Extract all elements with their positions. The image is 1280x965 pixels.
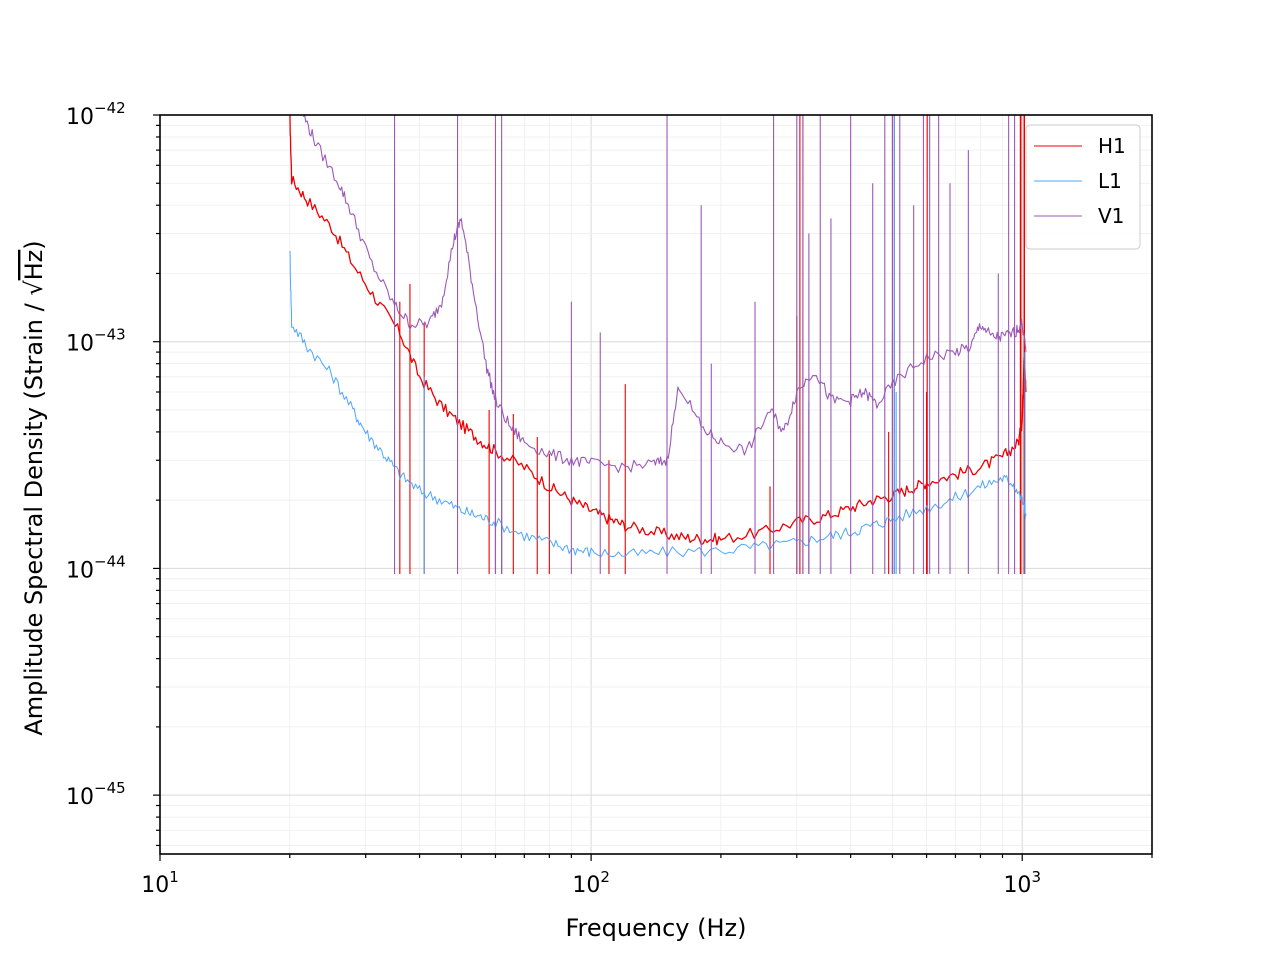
legend: H1 L1 V1 xyxy=(1025,124,1141,250)
x-tick-labels: 101 102 103 xyxy=(141,868,1041,898)
y-axis-title-suffix: ) xyxy=(20,240,48,249)
series-lines xyxy=(289,115,1027,574)
y-tick-exponent: −45 xyxy=(94,779,126,797)
y-tick-exponent: −44 xyxy=(94,552,126,570)
x-tick-exponent: 1 xyxy=(169,868,179,886)
y-tick-base: 10 xyxy=(66,105,94,130)
y-tick-exponent: −42 xyxy=(94,99,126,117)
x-tick-label: 102 xyxy=(572,868,610,898)
series-v1 xyxy=(302,115,1027,574)
series-l1-curve xyxy=(289,250,1027,558)
x-axis-title: Frequency (Hz) xyxy=(566,914,747,942)
x-tick-exponent: 2 xyxy=(600,868,610,886)
legend-label-v1: V1 xyxy=(1098,204,1124,228)
y-tick-base: 10 xyxy=(66,332,94,357)
y-tick-base: 10 xyxy=(66,785,94,810)
plot-frame xyxy=(159,114,1153,855)
x-tick-base: 10 xyxy=(572,873,600,898)
x-tick-base: 10 xyxy=(141,873,169,898)
y-tick-exponent: −43 xyxy=(94,326,126,344)
y-tick-label: 10−42 xyxy=(66,99,126,130)
x-tick-label: 101 xyxy=(141,868,179,898)
legend-box xyxy=(1025,124,1141,250)
x-tick-label: 103 xyxy=(1003,868,1041,898)
y-axis-title: Amplitude Spectral Density (Strain / √Hz… xyxy=(20,240,48,735)
x-tick-base: 10 xyxy=(1003,873,1031,898)
y-axis-title-unit: Hz xyxy=(20,250,48,281)
legend-label-h1: H1 xyxy=(1098,134,1126,158)
series-v1-curve xyxy=(302,115,1027,473)
y-tick-label: 10−45 xyxy=(66,779,126,810)
y-axis-sqrt-symbol: √ xyxy=(20,280,48,296)
tick-marks xyxy=(153,114,1153,861)
y-tick-label: 10−44 xyxy=(66,552,126,583)
y-tick-base: 10 xyxy=(66,558,94,583)
y-axis-title-prefix: Amplitude Spectral Density (Strain / xyxy=(20,296,48,736)
y-tick-label: 10−43 xyxy=(66,326,126,357)
legend-label-l1: L1 xyxy=(1098,169,1122,193)
x-tick-exponent: 3 xyxy=(1031,868,1041,886)
